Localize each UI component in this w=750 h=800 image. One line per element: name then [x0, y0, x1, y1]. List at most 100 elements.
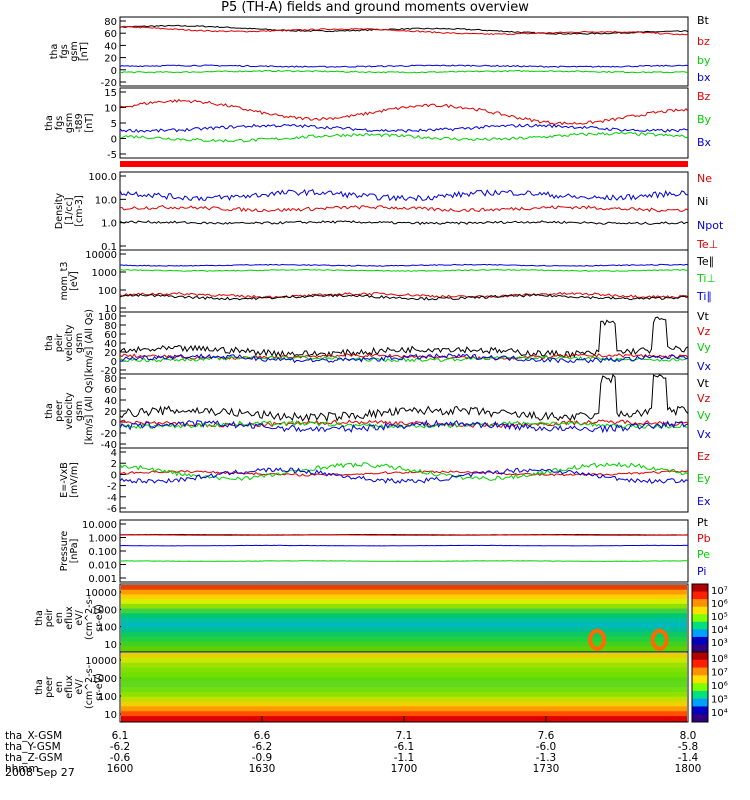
- y-tick-label-temp: 10: [104, 304, 117, 315]
- heatmap-cell-peer_spec: [121, 657, 687, 664]
- x-axis-tick-label: -1.1: [394, 752, 415, 764]
- y-tick-label-efield: -4: [107, 493, 117, 504]
- legend-peer-Vt: Vt: [697, 377, 710, 390]
- y-tick-label-peir: -20: [101, 366, 117, 377]
- y-tick-label-pressure: 1.000: [88, 534, 117, 545]
- legend-temp-Te∥: Te∥: [696, 255, 714, 268]
- legend-temp-Te⊥: Te⊥: [696, 238, 718, 251]
- heatmap-cell-peir_spec: [121, 613, 687, 619]
- x-axis-row-label: tha_Z-GSM: [5, 752, 63, 764]
- heatmap-cell-peer_spec: [121, 687, 687, 693]
- y-tick-label-peir_spec: 100: [98, 623, 117, 634]
- legend-pressure-Pi: Pi: [697, 565, 706, 578]
- x-axis-tick-label: -6.2: [110, 741, 131, 753]
- y-tick-label-peir_spec: 10: [104, 640, 117, 651]
- y-axis-label-t89: tha: [44, 115, 55, 131]
- x-axis-tick-label: 7.6: [538, 730, 555, 742]
- y-axis-label-peir: velocity: [64, 324, 75, 362]
- legend-density-Ne: Ne: [697, 172, 712, 185]
- legend-efield-Ey: Ey: [697, 472, 711, 485]
- heatmap-cell-peir_spec: [121, 594, 687, 600]
- y-axis-label-peer_spec: (cm^2-s-: [84, 665, 95, 709]
- y-axis-label-fgs: gsm: [69, 41, 80, 61]
- y-axis-label-temp: mom_t3: [59, 262, 70, 301]
- colorbar-peir_spec: [692, 644, 708, 653]
- x-axis-row-label: hhmm: [5, 763, 39, 775]
- legend-t89-Bz: Bz: [697, 90, 711, 103]
- colorbar-label-peer_spec: 10⁵: [711, 695, 728, 706]
- heatmap-cell-peer_spec: [121, 691, 687, 698]
- colorbar-peer_spec: [692, 675, 708, 684]
- y-axis-label-peer_spec: sr-eV): [94, 673, 105, 701]
- legend-peer-Vy: Vy: [697, 409, 711, 422]
- y-tick-label-peir: 100: [98, 312, 117, 323]
- colorbar-label-peer_spec: 10⁴: [711, 708, 728, 719]
- y-axis-label-t89: -t89: [74, 113, 85, 132]
- legend-pressure-Pe: Pe: [697, 548, 710, 561]
- heatmap-cell-peer_spec: [121, 682, 687, 688]
- data-gap-bar: [120, 161, 688, 167]
- colorbar-peir_spec: [692, 629, 708, 638]
- series-line-t89-By: [119, 131, 689, 143]
- y-tick-label-density: 0.1: [101, 242, 117, 253]
- y-axis-label-peer_spec: en: [54, 681, 65, 693]
- y-axis-label-peir_spec: sr-eV): [94, 604, 105, 632]
- series-line-efield-Ey: [119, 461, 689, 482]
- x-axis-row-label: tha_X-GSM: [5, 730, 62, 742]
- y-axis-label-peer_spec: eflux: [64, 675, 75, 699]
- y-tick-label-t89: 0: [111, 135, 117, 146]
- y-tick-label-peir_spec: 10000: [85, 588, 117, 599]
- y-tick-label-pressure: 0.001: [88, 574, 117, 585]
- colorbar-label-peer_spec: 10⁷: [711, 668, 728, 679]
- y-axis-label-peir_spec: tha: [34, 610, 45, 626]
- y-axis-label-pressure: [nPa]: [69, 539, 80, 564]
- heatmap-cell-peer_spec: [121, 706, 687, 712]
- colorbar-label-peir_spec: 10⁵: [711, 612, 728, 623]
- y-axis-label-t89: [nT]: [84, 113, 95, 132]
- y-tick-label-peer: 20: [104, 407, 117, 418]
- x-axis-tick-label: 6.1: [112, 730, 129, 742]
- legend-peir-Vt: Vt: [697, 310, 710, 323]
- series-line-temp-Ti⊥: [119, 268, 689, 272]
- heatmap-cell-peer_spec: [121, 696, 687, 703]
- panel-frame-temp: [119, 249, 689, 313]
- panel-frame-peer: [119, 373, 689, 449]
- series-line-peer-Vz: [119, 419, 689, 428]
- colorbar-peir_spec: [692, 591, 708, 600]
- colorbar-peer_spec: [692, 698, 708, 707]
- y-tick-label-peer: 40: [104, 396, 117, 407]
- y-axis-label-peir: [km/s] (All Qs): [84, 309, 95, 377]
- x-axis-tick-label: 7.1: [396, 730, 413, 742]
- y-tick-label-peir_spec: 1000: [92, 605, 117, 616]
- colorbar-peir_spec: [692, 584, 708, 593]
- colorbar-peir_spec: [692, 621, 708, 630]
- series-line-temp-Te∥: [119, 293, 689, 301]
- y-axis-label-t89: fgs: [54, 116, 65, 130]
- heatmap-cell-peir_spec: [121, 646, 687, 652]
- x-axis-tick-label: 1730: [533, 763, 560, 775]
- y-axis-label-peer_spec: eV/: [74, 678, 85, 694]
- y-axis-label-fgs: tha: [49, 44, 60, 60]
- series-line-density-Ne: [119, 205, 689, 213]
- colorbar-label-peir_spec: 10⁶: [711, 599, 728, 610]
- y-tick-label-t89: -5: [107, 150, 117, 161]
- y-tick-label-pressure: 0.010: [88, 561, 117, 572]
- series-line-t89-Bz: [119, 98, 689, 126]
- y-tick-label-peir: 80: [104, 321, 117, 332]
- series-line-temp-Ti∥: [119, 263, 689, 267]
- heatmap-cell-peer_spec: [121, 677, 687, 683]
- colorbar-peir_spec: [692, 636, 708, 645]
- y-tick-label-efield: 4: [111, 448, 117, 459]
- y-axis-label-peer_spec: peer: [44, 676, 55, 698]
- y-axis-label-peir: gsm: [74, 333, 85, 353]
- panel-frame-efield: [119, 447, 689, 513]
- colorbar-peer_spec: [692, 690, 708, 700]
- heatmap-cell-peir_spec: [121, 636, 687, 643]
- y-tick-label-peer: 60: [104, 385, 117, 396]
- legend-pressure-Pb: Pb: [697, 532, 711, 545]
- y-tick-label-density: 10.0: [95, 195, 117, 206]
- y-tick-label-pressure: 0.100: [88, 547, 117, 558]
- colorbar-label-peir_spec: 10³: [711, 638, 728, 649]
